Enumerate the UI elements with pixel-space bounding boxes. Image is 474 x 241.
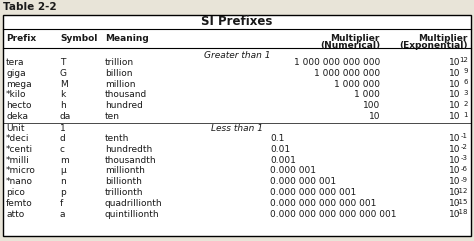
- Text: 1: 1: [60, 124, 66, 133]
- Text: 0.000 000 001: 0.000 000 001: [270, 177, 336, 186]
- Text: h: h: [60, 101, 66, 110]
- Text: n: n: [60, 177, 66, 186]
- Text: hecto: hecto: [6, 101, 31, 110]
- Text: p: p: [60, 188, 66, 197]
- Text: -9: -9: [461, 177, 468, 183]
- Text: ten: ten: [105, 112, 120, 121]
- Text: tenth: tenth: [105, 134, 129, 143]
- Text: G: G: [60, 69, 67, 78]
- Text: billionth: billionth: [105, 177, 142, 186]
- Text: 10: 10: [448, 210, 460, 219]
- Text: 9: 9: [464, 68, 468, 74]
- Text: 1: 1: [464, 112, 468, 118]
- Text: quadrillionth: quadrillionth: [105, 199, 163, 208]
- Text: da: da: [60, 112, 71, 121]
- Text: thousand: thousand: [105, 90, 147, 99]
- Text: atto: atto: [6, 210, 24, 219]
- Text: k: k: [60, 90, 65, 99]
- Text: 1 000 000 000: 1 000 000 000: [314, 69, 380, 78]
- Text: 10: 10: [448, 177, 460, 186]
- Text: Prefix: Prefix: [6, 34, 36, 43]
- Text: *kilo: *kilo: [6, 90, 27, 99]
- Text: 10: 10: [448, 69, 460, 78]
- Text: -15: -15: [456, 199, 468, 205]
- Text: 0.000 000 000 000 000 001: 0.000 000 000 000 000 001: [270, 210, 396, 219]
- Text: 10: 10: [448, 80, 460, 88]
- Text: mega: mega: [6, 80, 32, 88]
- Text: *centi: *centi: [6, 145, 33, 154]
- Text: Table 2-2: Table 2-2: [3, 2, 56, 12]
- Text: giga: giga: [6, 69, 26, 78]
- Text: 6: 6: [464, 79, 468, 85]
- Text: -1: -1: [461, 133, 468, 139]
- Text: Symbol: Symbol: [60, 34, 97, 43]
- Text: Unit: Unit: [6, 124, 25, 133]
- Text: *micro: *micro: [6, 166, 36, 175]
- Text: 1 000 000 000 000: 1 000 000 000 000: [294, 58, 380, 67]
- Text: f: f: [60, 199, 63, 208]
- Text: 10: 10: [448, 145, 460, 154]
- Text: quintillionth: quintillionth: [105, 210, 160, 219]
- Text: Meaning: Meaning: [105, 34, 149, 43]
- Text: 1 000: 1 000: [354, 90, 380, 99]
- Text: hundredth: hundredth: [105, 145, 152, 154]
- Text: 10: 10: [448, 134, 460, 143]
- Text: 10: 10: [448, 101, 460, 110]
- Text: SI Prefixes: SI Prefixes: [201, 15, 273, 28]
- Text: deka: deka: [6, 112, 28, 121]
- Text: millionth: millionth: [105, 166, 145, 175]
- Text: 0.01: 0.01: [270, 145, 290, 154]
- Text: pico: pico: [6, 188, 25, 197]
- Text: m: m: [60, 155, 69, 165]
- Text: d: d: [60, 134, 66, 143]
- Text: -2: -2: [461, 144, 468, 150]
- Text: -12: -12: [456, 188, 468, 194]
- Text: Greater than 1: Greater than 1: [204, 51, 270, 60]
- Text: 3: 3: [464, 90, 468, 96]
- Text: 10: 10: [448, 188, 460, 197]
- Text: 0.000 000 000 001: 0.000 000 000 001: [270, 188, 356, 197]
- Text: trillionth: trillionth: [105, 188, 144, 197]
- Text: 10: 10: [368, 112, 380, 121]
- Text: hundred: hundred: [105, 101, 143, 110]
- Text: a: a: [60, 210, 65, 219]
- Text: (Exponential): (Exponential): [400, 40, 468, 50]
- Text: c: c: [60, 145, 65, 154]
- Text: M: M: [60, 80, 68, 88]
- Text: 12: 12: [459, 57, 468, 63]
- Text: Multiplier: Multiplier: [419, 34, 468, 43]
- Text: 2: 2: [464, 101, 468, 107]
- Text: 0.1: 0.1: [270, 134, 284, 143]
- Text: *nano: *nano: [6, 177, 33, 186]
- Text: -3: -3: [461, 155, 468, 161]
- Text: billion: billion: [105, 69, 133, 78]
- Text: Less than 1: Less than 1: [211, 124, 263, 133]
- Text: 10: 10: [448, 90, 460, 99]
- Text: 100: 100: [363, 101, 380, 110]
- Text: femto: femto: [6, 199, 33, 208]
- Text: 10: 10: [448, 112, 460, 121]
- Text: thousandth: thousandth: [105, 155, 156, 165]
- Text: million: million: [105, 80, 136, 88]
- Text: 0.000 001: 0.000 001: [270, 166, 316, 175]
- Text: μ: μ: [60, 166, 66, 175]
- Text: 0.001: 0.001: [270, 155, 296, 165]
- Text: *deci: *deci: [6, 134, 29, 143]
- Text: tera: tera: [6, 58, 25, 67]
- Text: T: T: [60, 58, 65, 67]
- Text: trillion: trillion: [105, 58, 134, 67]
- Text: (Numerical): (Numerical): [320, 40, 380, 50]
- Text: -6: -6: [461, 166, 468, 172]
- Text: 10: 10: [448, 58, 460, 67]
- Text: 10: 10: [448, 199, 460, 208]
- Text: 1 000 000: 1 000 000: [334, 80, 380, 88]
- Text: *milli: *milli: [6, 155, 30, 165]
- Text: 10: 10: [448, 166, 460, 175]
- Text: Multiplier: Multiplier: [331, 34, 380, 43]
- Text: -18: -18: [456, 209, 468, 215]
- Text: 0.000 000 000 000 001: 0.000 000 000 000 001: [270, 199, 376, 208]
- Text: 10: 10: [448, 155, 460, 165]
